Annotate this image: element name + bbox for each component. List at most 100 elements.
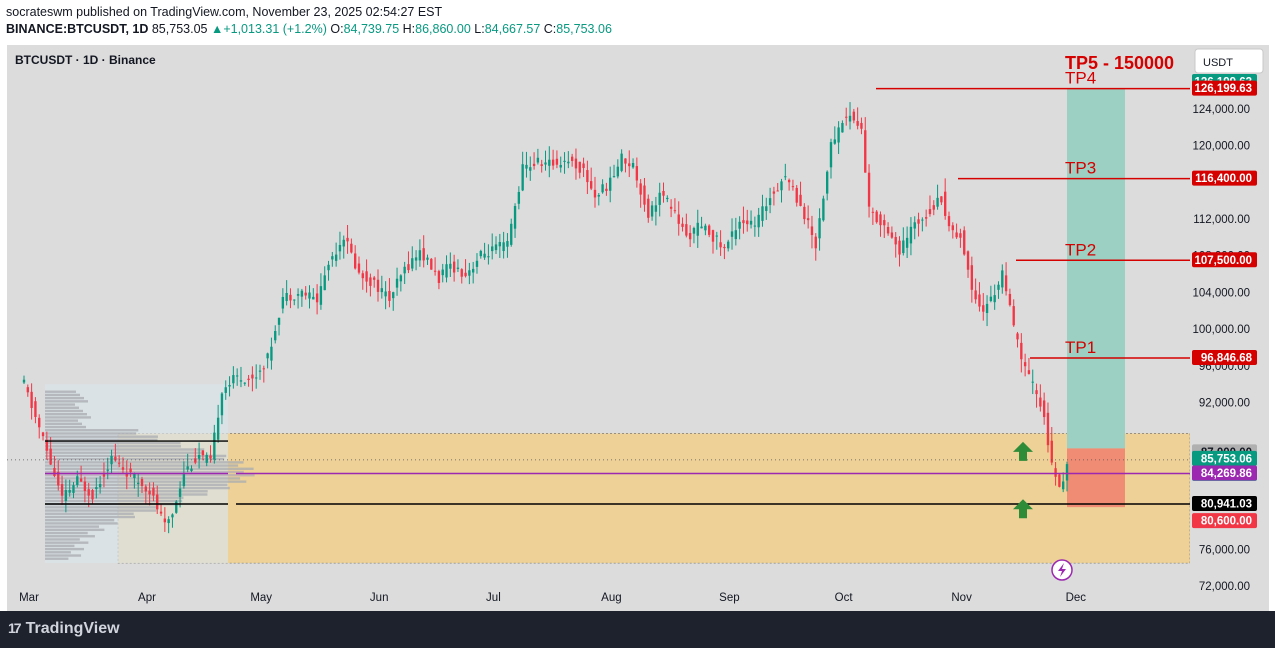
candle-body — [114, 456, 117, 461]
candle-body — [1012, 306, 1015, 326]
candle-body — [803, 206, 806, 220]
volume-profile-bar — [45, 403, 75, 406]
candle-body — [913, 222, 916, 229]
candle-body — [79, 478, 83, 482]
candle-body — [266, 353, 269, 359]
volume-profile-bar — [45, 541, 89, 544]
candle-body — [392, 292, 395, 299]
currency-button[interactable]: USDT — [1194, 48, 1264, 74]
tp5-label: TP5 - 150000 — [1065, 53, 1174, 73]
candle-body — [464, 272, 467, 277]
candle-body — [76, 476, 79, 486]
price-change: +1,013.31 (+1.2%) — [223, 22, 327, 36]
lightning-icon[interactable] — [1051, 559, 1073, 581]
volume-profile-bar — [45, 441, 181, 445]
candle-body — [361, 273, 364, 279]
candle-body — [635, 166, 639, 181]
volume-profile-bar — [45, 451, 205, 454]
candle-body — [924, 217, 928, 219]
volume-profile-bar — [45, 409, 83, 413]
candle-body — [517, 191, 521, 204]
candle-body — [106, 469, 109, 471]
brand-name: TradingView — [25, 620, 120, 637]
candle-body — [182, 474, 186, 487]
candle-body — [867, 172, 871, 207]
currency-label: USDT — [1203, 57, 1233, 69]
volume-profile-bar — [45, 438, 158, 442]
loss-zone[interactable] — [1067, 448, 1125, 508]
candle-body — [833, 139, 836, 144]
candle-body — [140, 478, 144, 486]
candle-body — [300, 290, 304, 297]
volume-profile-bar — [45, 483, 228, 487]
candle-body — [117, 462, 121, 464]
candle-body — [631, 163, 635, 168]
candle-body — [765, 206, 768, 211]
candle-body — [411, 258, 414, 269]
candle-body — [57, 471, 60, 486]
price-label-stop — [1192, 513, 1257, 529]
price-tick: 76,000.00 — [1199, 544, 1250, 556]
candle-body — [985, 303, 989, 314]
symbol-interval: BINANCE:BTCUSDT, 1D — [6, 22, 149, 36]
candle-body — [498, 241, 502, 247]
candle-body — [452, 261, 456, 273]
volume-profile-bar — [45, 538, 80, 541]
candle-body — [346, 237, 349, 242]
tp-label: TP2 — [1065, 240, 1096, 259]
time-tick: Oct — [835, 592, 854, 604]
candle-body — [506, 241, 509, 247]
candle-body — [38, 417, 41, 428]
chart-title: BTCUSDT · 1D · Binance — [15, 53, 156, 67]
price-label-tp — [1192, 252, 1257, 268]
candle-body — [692, 228, 696, 234]
candle-body — [928, 209, 932, 215]
volume-profile-bar — [45, 528, 105, 532]
volume-profile-bar — [45, 448, 205, 451]
candle-body — [433, 270, 437, 272]
profit-zone[interactable] — [1067, 88, 1125, 449]
candle-body — [768, 198, 772, 206]
candle-body — [64, 490, 68, 502]
candle-body — [757, 214, 760, 228]
volume-profile-bar — [45, 467, 254, 470]
candle-body — [190, 468, 193, 471]
high-value: 86,860.00 — [415, 22, 471, 36]
candle-body — [978, 294, 981, 307]
candle-body — [666, 197, 669, 200]
candle-body — [586, 170, 589, 183]
candle-body — [327, 264, 330, 271]
volume-profile-bar — [45, 422, 82, 426]
candle-body — [220, 393, 224, 416]
price-label-text: 85,753.06 — [1201, 453, 1252, 465]
tradingview-logo[interactable]: 17 TradingView — [8, 620, 120, 638]
time-tick: Apr — [138, 592, 156, 604]
candle-body — [589, 181, 593, 189]
close-value: 85,753.06 — [556, 22, 612, 36]
candle-body — [380, 288, 383, 293]
candle-body — [456, 267, 460, 269]
candle-body — [1004, 275, 1008, 292]
candle-body — [650, 205, 654, 217]
up-arrow-icon — [1013, 499, 1033, 519]
time-tick: Jul — [486, 592, 501, 604]
candle-body — [864, 130, 867, 173]
candle-body — [129, 468, 132, 473]
footer-bar: 17 TradingView — [0, 611, 1275, 648]
candle-body — [1035, 390, 1038, 395]
tp-label: TP1 — [1065, 338, 1096, 357]
candle-body — [331, 256, 334, 260]
volume-profile-bar — [45, 445, 181, 448]
candle-body — [799, 194, 802, 206]
candle-body — [68, 489, 71, 493]
volume-profile-bar — [45, 457, 225, 461]
low-value: 84,667.57 — [484, 22, 541, 36]
candle-body — [159, 511, 163, 514]
candle-body — [936, 197, 939, 207]
candle-body — [209, 455, 212, 459]
candle-body — [708, 225, 711, 235]
candle-body — [662, 190, 665, 196]
price-label-last — [1192, 450, 1257, 466]
time-tick: Jun — [370, 592, 389, 604]
